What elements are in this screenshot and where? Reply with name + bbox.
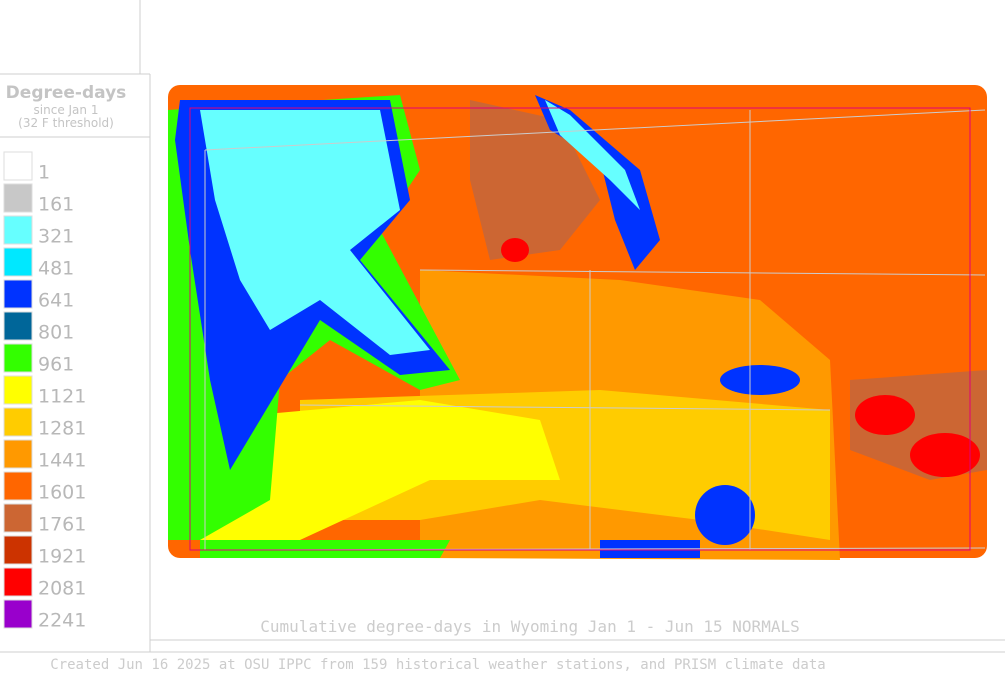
legend-threshold: (32 F threshold): [18, 116, 114, 130]
legend-label: 161: [38, 194, 74, 216]
county-lines: [204, 109, 986, 551]
legend-swatch: [3, 343, 33, 373]
legend-swatch: [3, 151, 33, 181]
legend-label: 481: [38, 258, 74, 280]
legend-label: 1281: [38, 418, 86, 440]
legend-swatch: [3, 599, 33, 629]
legend-swatch: [3, 535, 33, 565]
legend-swatch: [3, 471, 33, 501]
legend-label: 1921: [38, 546, 86, 568]
legend-swatch: [3, 279, 33, 309]
degree-day-map: [168, 85, 987, 560]
legend-swatch: [3, 503, 33, 533]
legend-swatch: [3, 311, 33, 341]
legend-label: 1601: [38, 482, 86, 504]
legend-label: 1121: [38, 386, 86, 408]
legend-swatch: [3, 215, 33, 245]
legend-label: 801: [38, 322, 74, 344]
legend-label: 1441: [38, 450, 86, 472]
legend-label: 2241: [38, 610, 86, 632]
legend-title: Degree-days: [6, 83, 127, 103]
legend-swatch: [3, 183, 33, 213]
legend-swatch: [3, 439, 33, 469]
legend-label: 1: [38, 162, 50, 184]
legend-swatch: [3, 247, 33, 277]
footer: Created Jun 16 2025 at OSU IPPC from 159…: [50, 657, 825, 673]
legend-swatch: [3, 375, 33, 405]
legend-swatch: [3, 567, 33, 597]
legend-label: 1761: [38, 514, 86, 536]
frame: [0, 0, 1005, 653]
legend-swatch: [3, 407, 33, 437]
caption: Cumulative degree-days in Wyoming Jan 1 …: [260, 617, 799, 636]
state-border: [189, 107, 971, 551]
legend-subtitle: since Jan 1: [34, 103, 99, 117]
legend-label: 641: [38, 290, 74, 312]
legend-label: 961: [38, 354, 74, 376]
legend: 1 161 321 481 641 801 961 1121 1281 1441 1601 1761 1…: [3, 151, 86, 632]
legend-label: 321: [38, 226, 74, 248]
legend-label: 2081: [38, 578, 86, 600]
